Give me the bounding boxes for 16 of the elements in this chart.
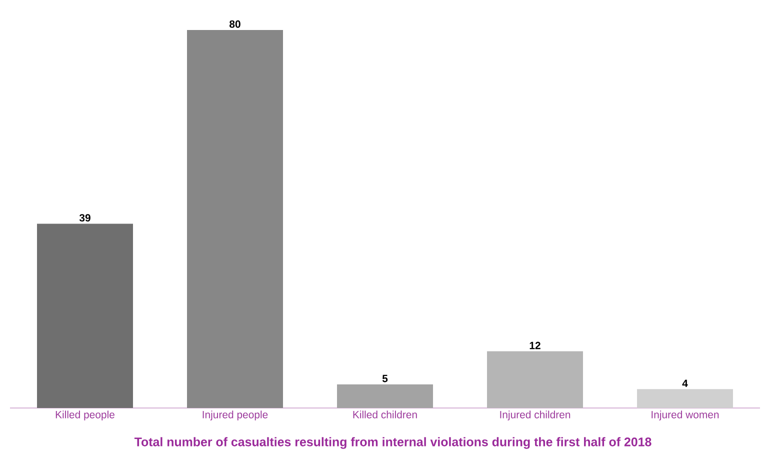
bar [487, 351, 584, 408]
x-tick-label: Injured women [652, 410, 719, 420]
text: Total number of casualties resulting from internal violations during the first half of 2018 [134, 437, 652, 449]
data-label: 5 [382, 374, 388, 382]
data-label: 39 [79, 214, 90, 222]
data-label: 4 [682, 380, 688, 387]
bar [337, 384, 434, 408]
x-tick-label: Injured people [202, 410, 268, 420]
bar [187, 30, 284, 408]
x-tick-label: Killed people [56, 410, 114, 420]
bar [37, 224, 133, 408]
data-label: 12 [530, 342, 540, 350]
data-label: 80 [230, 20, 240, 28]
bar [637, 389, 734, 408]
x-tick-label: Injured children [500, 410, 570, 420]
x-tick-label: Killed children [353, 410, 417, 418]
